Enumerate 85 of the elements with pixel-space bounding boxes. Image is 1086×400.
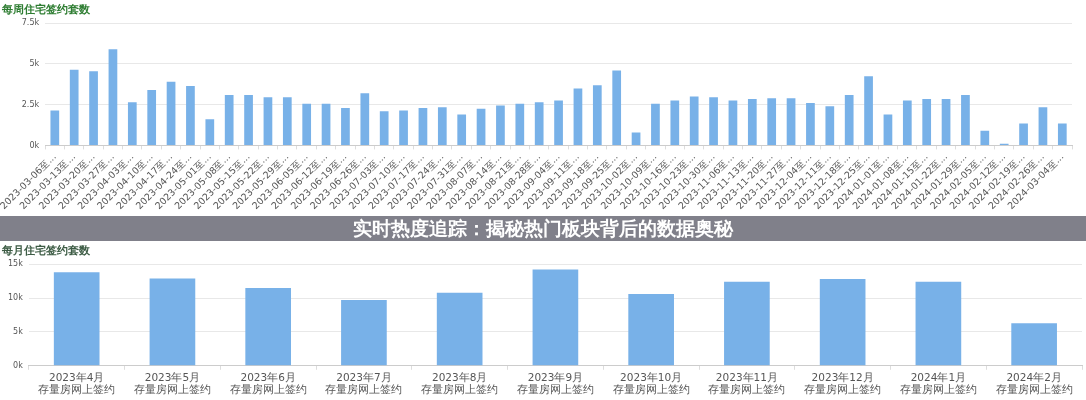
text: 实时热度追踪：揭秘热门板块背后的数据奥秘 — [0, 216, 1086, 241]
bar — [244, 94, 253, 145]
bar — [436, 292, 483, 366]
bar — [186, 85, 195, 145]
y-tick-label: 5k — [13, 327, 24, 337]
bar — [724, 281, 770, 366]
bar — [166, 81, 176, 145]
bar — [1057, 123, 1067, 145]
bar — [961, 94, 970, 145]
bar — [50, 110, 60, 145]
y-tick-label: 10k — [8, 293, 24, 303]
bar — [437, 107, 447, 145]
bar — [689, 96, 699, 145]
bar — [915, 281, 962, 366]
bar — [89, 71, 98, 145]
bar — [747, 98, 757, 145]
x-tick-label: 2023年7月存量房网上签约 — [325, 370, 403, 396]
bar — [554, 100, 563, 145]
bar — [418, 107, 428, 145]
bar — [767, 98, 777, 145]
bar — [515, 103, 525, 145]
y-tick-label: 0k — [29, 140, 40, 150]
bar — [573, 88, 583, 145]
bar — [980, 130, 990, 145]
bar — [108, 49, 118, 145]
bar — [941, 98, 951, 145]
bar — [534, 102, 544, 145]
bar — [902, 100, 912, 145]
bar — [302, 103, 312, 145]
bar — [786, 98, 796, 145]
bar — [127, 102, 137, 145]
bar — [496, 105, 505, 145]
bar — [360, 93, 370, 145]
bar — [53, 272, 100, 366]
bar — [612, 70, 622, 145]
bar — [1011, 323, 1057, 366]
bar — [825, 106, 835, 145]
x-tick-label: 2023年12月存量房网上签约 — [804, 370, 882, 396]
y-tick-label: 7.5k — [21, 18, 40, 28]
bar — [864, 76, 873, 145]
x-tick-label: 2023年9月存量房网上签约 — [516, 370, 594, 396]
bar — [341, 107, 350, 145]
bar — [321, 103, 331, 145]
bar — [819, 279, 866, 366]
bar — [245, 287, 292, 366]
bar — [631, 132, 641, 145]
bar — [149, 278, 196, 366]
bar — [1038, 107, 1048, 145]
y-tick-label: 15k — [8, 259, 24, 269]
bar — [670, 100, 680, 145]
bar — [883, 114, 893, 145]
bar — [341, 300, 387, 366]
bar — [476, 108, 486, 145]
bar — [282, 97, 292, 145]
bar — [532, 269, 579, 366]
x-tick-label: 2023年5月存量房网上签约 — [133, 370, 211, 396]
bar — [399, 110, 408, 145]
x-tick-label: 2023年8月存量房网上签约 — [421, 370, 499, 396]
x-tick-label: 2023年11月存量房网上签约 — [708, 370, 786, 396]
bar — [205, 119, 215, 145]
bar — [922, 98, 932, 145]
bar — [224, 94, 234, 145]
x-tick-label: 2023年10月存量房网上签约 — [612, 370, 690, 396]
bar — [592, 85, 602, 145]
bar — [457, 114, 467, 145]
y-tick-label: 0k — [13, 360, 24, 370]
bar — [263, 97, 273, 145]
chart-title: 每周住宅签约套数 — [1, 3, 91, 17]
bar — [844, 94, 854, 145]
y-tick-label: 5k — [29, 59, 40, 69]
bar — [1019, 123, 1028, 145]
bar — [806, 103, 815, 145]
bar — [628, 294, 674, 366]
bar — [728, 100, 738, 145]
y-tick-label: 2.5k — [21, 99, 40, 109]
chart-title: 每月住宅签约套数 — [1, 244, 91, 258]
x-tick-label: 2023年6月存量房网上签约 — [229, 370, 307, 396]
bar — [379, 111, 389, 145]
bar — [709, 97, 718, 145]
x-tick-label: 2024年1月存量房网上签约 — [899, 370, 977, 396]
bar — [651, 103, 660, 145]
x-tick-label: 2024年2月存量房网上签约 — [995, 370, 1073, 396]
bar — [147, 90, 157, 145]
x-tick-label: 2023年4月存量房网上签约 — [38, 370, 116, 396]
bar — [69, 69, 79, 145]
